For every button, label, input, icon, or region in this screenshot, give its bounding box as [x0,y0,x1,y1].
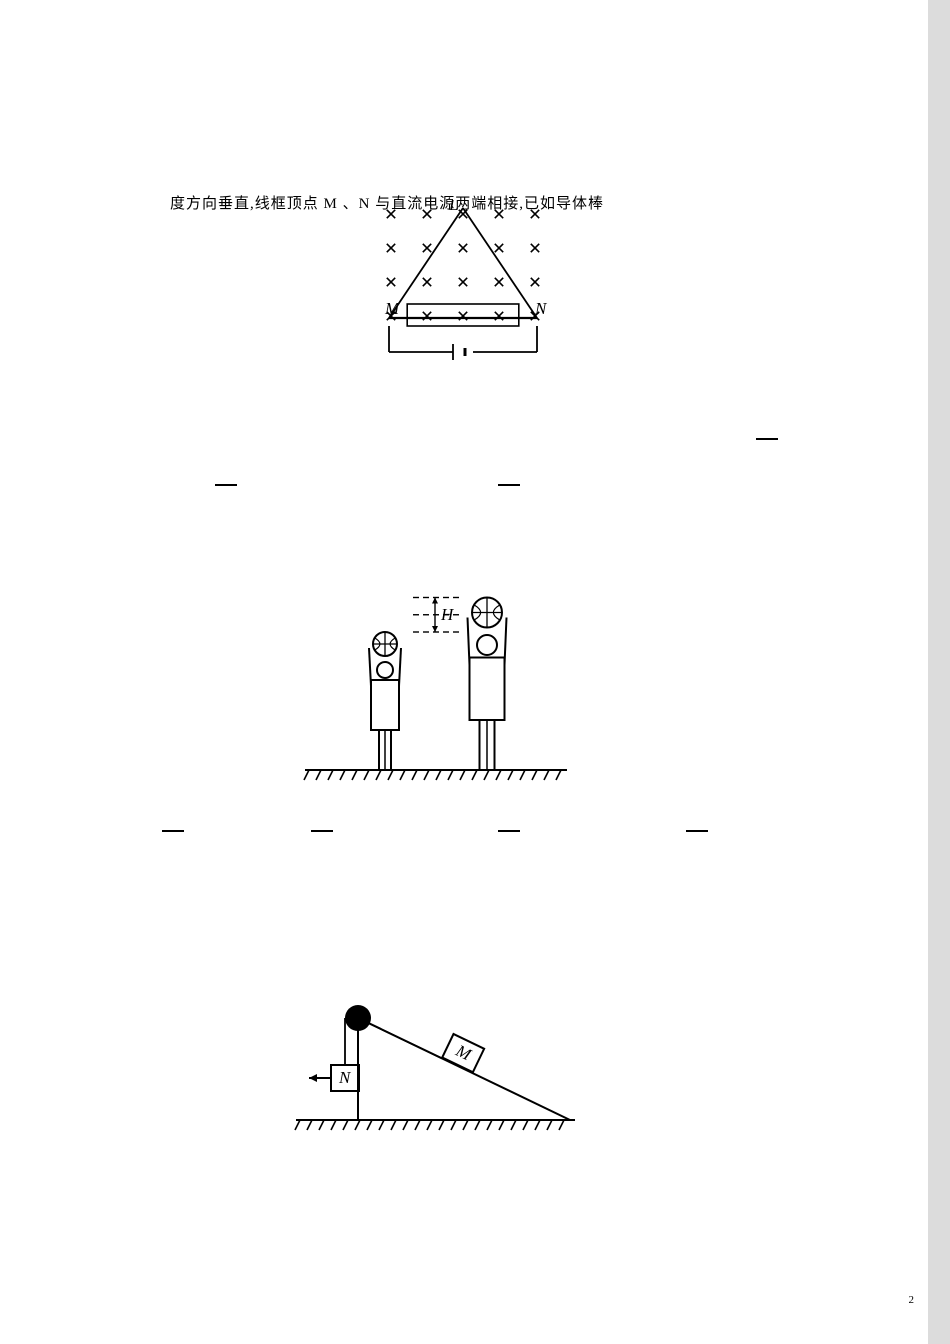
dash [162,830,184,832]
dash [311,830,333,832]
svg-text:H: H [440,605,455,624]
header-mn: M 、N [324,196,371,212]
figure-triangle-circuit: L M N [377,200,555,360]
dash [498,830,520,832]
svg-text:M: M [452,1041,475,1065]
svg-text:M: M [384,299,400,318]
figure-basketball-players: H [295,530,577,792]
header-prefix: 度方向垂直,线框顶点 [170,196,324,212]
dash [498,484,520,486]
svg-text:N: N [534,299,548,318]
figure-pulley-incline: MN [288,1000,583,1145]
svg-text:L: L [448,200,458,214]
dash [686,830,708,832]
page-number: 2 [909,1294,915,1306]
dash [756,438,778,440]
page-edge-shadow [928,0,950,1344]
svg-text:N: N [338,1068,352,1087]
dash [215,484,237,486]
